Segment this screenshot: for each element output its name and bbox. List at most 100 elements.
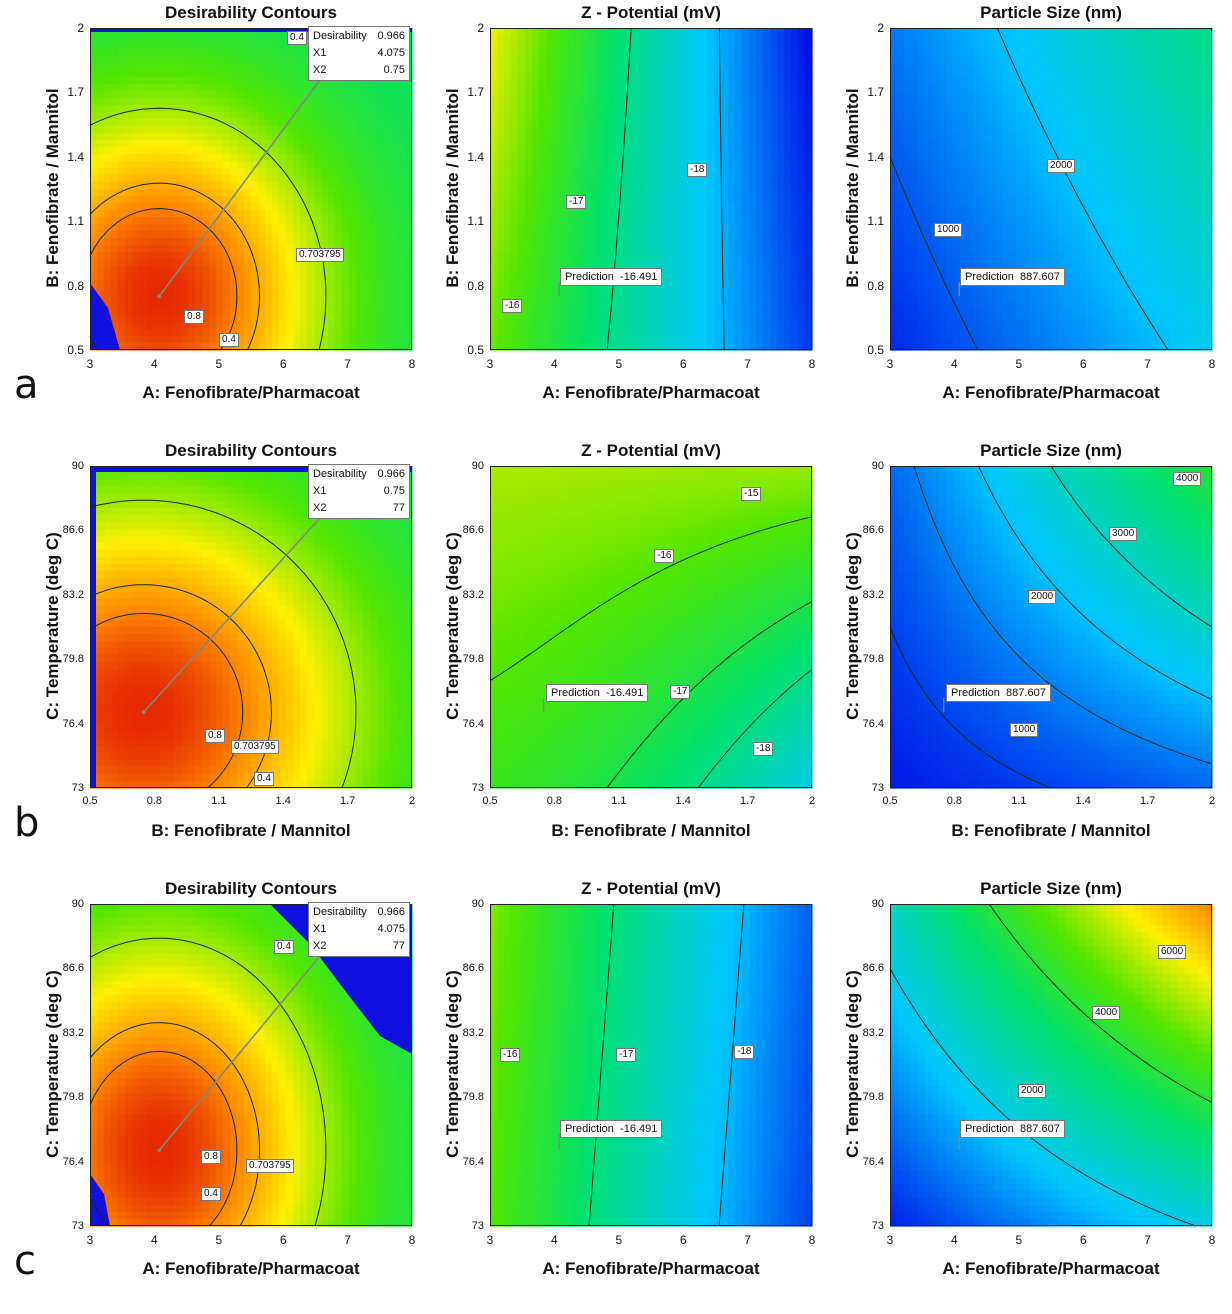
heatmap-cell bbox=[223, 70, 231, 78]
heatmap-cell bbox=[518, 105, 526, 113]
heatmap-cell bbox=[1037, 70, 1045, 78]
heatmap-cell bbox=[974, 42, 982, 50]
heatmap-cell bbox=[118, 329, 126, 337]
heatmap-cell bbox=[672, 336, 680, 344]
heatmap-cells bbox=[890, 28, 1213, 351]
heatmap-cell bbox=[1135, 91, 1143, 99]
heatmap-cell bbox=[546, 322, 554, 330]
heatmap-cell bbox=[153, 336, 161, 344]
heatmap-cell bbox=[265, 287, 273, 295]
heatmap-cell bbox=[328, 210, 336, 218]
heatmap-cell bbox=[658, 217, 666, 225]
heatmap-cell bbox=[637, 28, 645, 36]
heatmap-cell bbox=[216, 70, 224, 78]
heatmap-cell bbox=[770, 238, 778, 246]
heatmap-cell bbox=[981, 91, 989, 99]
heatmap-cell bbox=[742, 105, 750, 113]
heatmap-cell bbox=[391, 280, 399, 288]
heatmap-cell bbox=[286, 231, 294, 239]
heatmap-cell bbox=[904, 84, 912, 92]
heatmap-cell bbox=[125, 336, 133, 344]
heatmap-cell bbox=[504, 98, 512, 106]
heatmap-cell bbox=[139, 77, 147, 85]
heatmap-cell bbox=[342, 175, 350, 183]
heatmap-cell bbox=[153, 168, 161, 176]
heatmap-cell bbox=[756, 203, 764, 211]
heatmap-cell bbox=[258, 70, 266, 78]
heatmap-cell bbox=[770, 126, 778, 134]
heatmap-cell bbox=[272, 147, 280, 155]
heatmap-cell bbox=[377, 294, 385, 302]
heatmap-cell bbox=[307, 336, 315, 344]
heatmap-cell bbox=[1100, 49, 1108, 57]
heatmap-cell bbox=[553, 98, 561, 106]
heatmap-cell bbox=[265, 84, 273, 92]
heatmap-cell bbox=[651, 49, 659, 57]
heatmap-cell bbox=[377, 322, 385, 330]
heatmap-cell bbox=[735, 238, 743, 246]
heatmap-cell bbox=[1072, 77, 1080, 85]
heatmap-cell bbox=[167, 189, 175, 197]
heatmap-cell bbox=[672, 119, 680, 127]
heatmap-cell bbox=[279, 91, 287, 99]
heatmap-cell bbox=[307, 203, 315, 211]
heatmap-cell bbox=[756, 49, 764, 57]
heatmap-cell bbox=[328, 133, 336, 141]
heatmap-cell bbox=[721, 182, 729, 190]
heatmap-cell bbox=[714, 280, 722, 288]
heatmap-cell bbox=[146, 210, 154, 218]
heatmap-cell bbox=[181, 147, 189, 155]
heatmap-cell bbox=[153, 98, 161, 106]
heatmap-cell bbox=[328, 126, 336, 134]
heatmap-cell bbox=[1037, 56, 1045, 64]
heatmap-cell bbox=[265, 35, 273, 43]
heatmap-cell bbox=[1170, 28, 1178, 36]
heatmap-cell bbox=[97, 273, 105, 281]
heatmap-cell bbox=[567, 259, 575, 267]
heatmap-cell bbox=[1135, 84, 1143, 92]
heatmap-cell bbox=[160, 189, 168, 197]
heatmap-cell bbox=[686, 98, 694, 106]
heatmap-cell bbox=[616, 322, 624, 330]
heatmap-cell bbox=[167, 301, 175, 309]
heatmap-cell bbox=[791, 98, 799, 106]
heatmap-cell bbox=[721, 322, 729, 330]
heatmap-cell bbox=[525, 175, 533, 183]
heatmap-cell bbox=[216, 161, 224, 169]
heatmap-cell bbox=[609, 105, 617, 113]
heatmap-cell bbox=[328, 147, 336, 155]
heatmap-cell bbox=[349, 203, 357, 211]
heatmap-cell bbox=[749, 308, 757, 316]
heatmap-cell bbox=[700, 224, 708, 232]
heatmap-cell bbox=[258, 196, 266, 204]
heatmap-cell bbox=[918, 119, 926, 127]
heatmap-cell bbox=[735, 49, 743, 57]
heatmap-cell bbox=[707, 140, 715, 148]
heatmap-cell bbox=[525, 126, 533, 134]
heatmap-cell bbox=[286, 210, 294, 218]
heatmap-cell bbox=[391, 154, 399, 162]
heatmap-cell bbox=[1058, 112, 1066, 120]
heatmap-cell bbox=[770, 91, 778, 99]
heatmap-cell bbox=[377, 329, 385, 337]
heatmap-cell bbox=[1009, 119, 1017, 127]
heatmap-cell bbox=[265, 294, 273, 302]
heatmap-cell bbox=[104, 56, 112, 64]
heatmap-cell bbox=[1191, 49, 1199, 57]
heatmap-cell bbox=[686, 231, 694, 239]
heatmap-cell bbox=[97, 189, 105, 197]
heatmap-cell bbox=[560, 238, 568, 246]
heatmap-cell bbox=[1184, 63, 1192, 71]
heatmap-cell bbox=[918, 98, 926, 106]
heatmap-cell bbox=[588, 154, 596, 162]
heatmap-cell bbox=[125, 294, 133, 302]
heatmap-cell bbox=[602, 119, 610, 127]
heatmap-cell bbox=[553, 63, 561, 71]
heatmap-cell bbox=[770, 315, 778, 323]
heatmap-cell bbox=[335, 217, 343, 225]
heatmap-cell bbox=[307, 182, 315, 190]
heatmap-cell bbox=[553, 161, 561, 169]
heatmap-cell bbox=[602, 42, 610, 50]
heatmap-cell bbox=[342, 112, 350, 120]
heatmap-cell bbox=[553, 308, 561, 316]
